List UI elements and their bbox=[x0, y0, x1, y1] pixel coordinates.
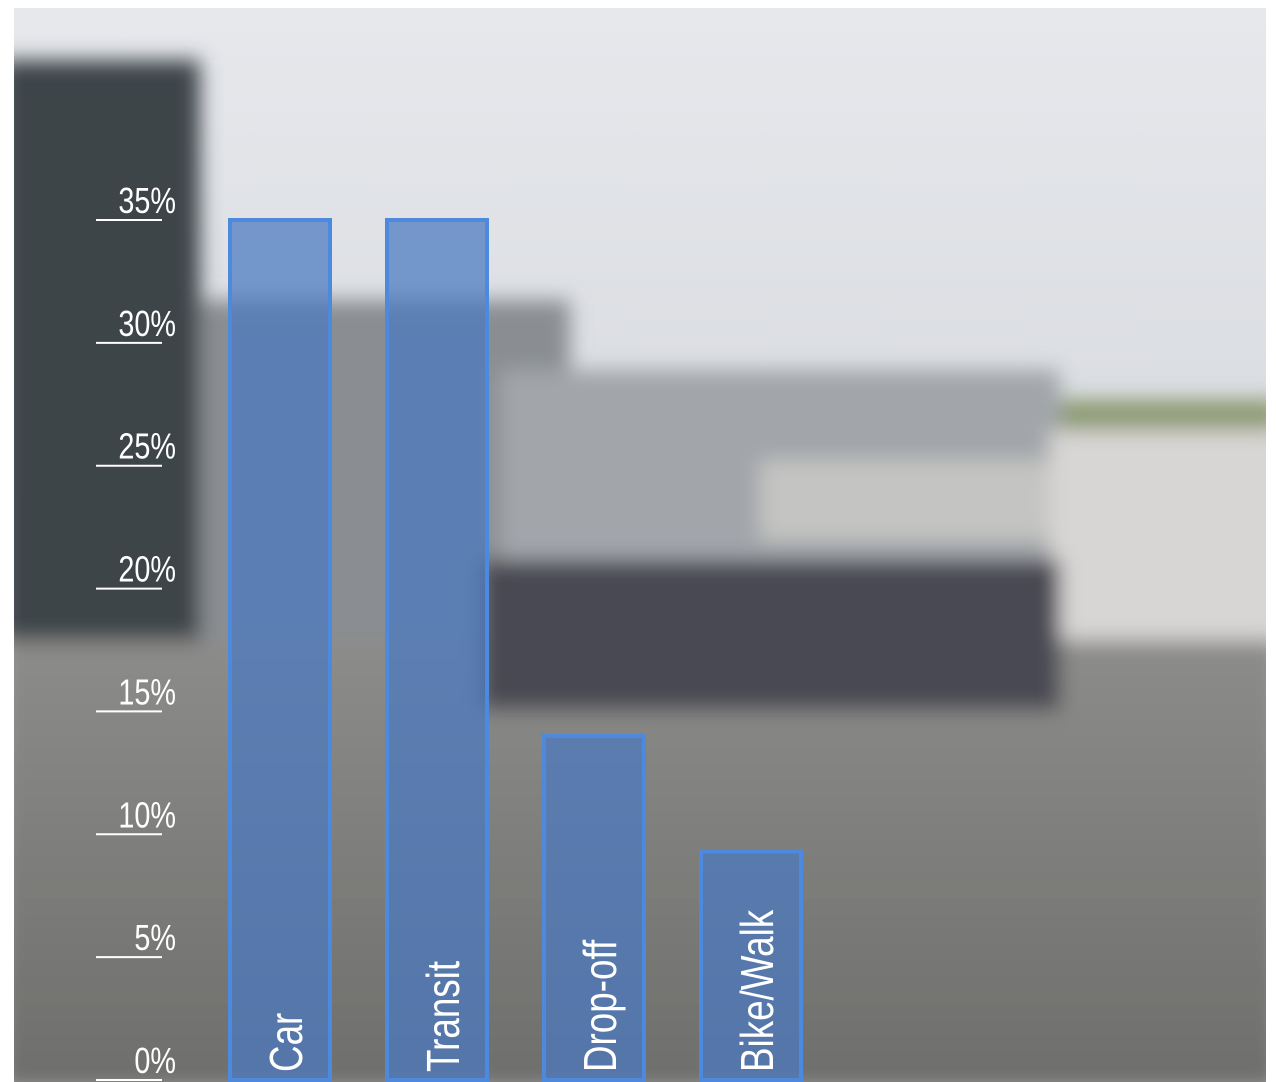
y-tick-label: 30% bbox=[118, 303, 176, 344]
y-tick-label: 35% bbox=[118, 180, 176, 221]
bar bbox=[228, 218, 332, 1082]
y-tick-label: 10% bbox=[118, 794, 176, 835]
y-tick-label: 25% bbox=[118, 426, 176, 467]
x-tick-label: Transit bbox=[417, 961, 469, 1072]
x-tick-label: Drop-off bbox=[574, 939, 626, 1072]
bar bbox=[385, 218, 489, 1082]
y-tick-label: 0% bbox=[134, 1040, 176, 1081]
bar bbox=[699, 849, 803, 1082]
bar bbox=[542, 734, 646, 1082]
y-tick-label: 20% bbox=[118, 548, 176, 589]
x-tick-label: Bike/Walk bbox=[731, 910, 783, 1072]
y-tick-label: 15% bbox=[118, 671, 176, 712]
background-photo bbox=[14, 8, 1266, 1082]
x-tick-label: Car bbox=[260, 1013, 312, 1072]
y-tick-label: 5% bbox=[134, 917, 176, 958]
